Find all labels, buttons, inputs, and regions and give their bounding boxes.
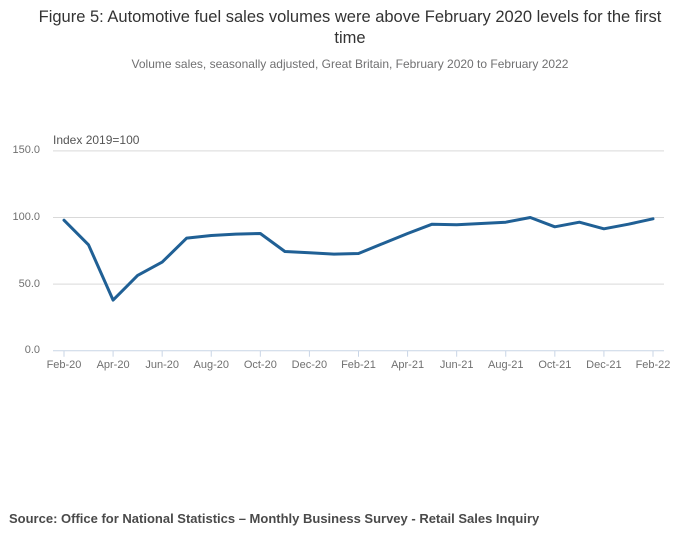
chart-subtitle: Volume sales, seasonally adjusted, Great… bbox=[131, 57, 569, 71]
source-attribution: Source: Office for National Statistics –… bbox=[9, 511, 540, 526]
y-axis-unit-label: Index 2019=100 bbox=[53, 133, 140, 147]
fuel-sales-series-line bbox=[62, 216, 655, 302]
chart-title: Figure 5: Automotive fuel sales volumes … bbox=[38, 8, 662, 47]
